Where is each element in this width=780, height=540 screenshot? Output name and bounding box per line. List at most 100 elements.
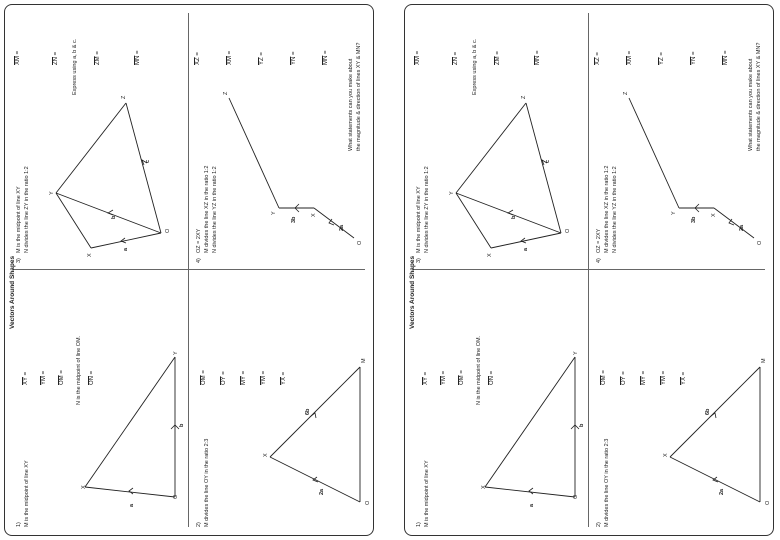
q3-line-2: N divides the line ZY in the ratio 1:2 [24,166,30,253]
q1-note: N is the midpoint of line OM. [476,335,482,405]
q4-row-5: MN = [323,50,329,65]
point-o: O [165,228,171,233]
arrow-a-icon [528,487,534,495]
q4-row-4: YN = [291,51,297,65]
arrow-2a-icon [328,218,335,226]
label-a: a [129,503,135,507]
q4-row-1: XZ = [595,52,601,65]
point-x: X [487,253,493,257]
point-m: M [361,358,367,363]
q4-row-1: XZ = [195,52,201,65]
worksheet-content: Vectors Around Shapes 1) M is the midpoi… [5,5,373,535]
q1-row-2: YM = [441,370,447,385]
label-2a: 2a [739,224,745,231]
label-b: b [579,423,585,427]
horizontal-divider [588,13,589,527]
q1-row-1: XY = [23,371,29,385]
q3-quadrilateral-diagram [455,102,562,249]
q2-triangle-diagram [269,366,361,503]
q4-line-3: N divides the line YZ in the ratio 1:2 [212,166,218,253]
label-3b: 3b [291,216,297,223]
q2-row-4: YM = [661,370,667,385]
edge-xy [84,356,176,488]
point-y: Y [173,351,179,355]
q2-row-3: MY = [641,370,647,385]
q4-line-3: N divides the line YZ in the ratio 1:2 [612,166,618,253]
point-x: X [311,213,317,217]
point-z: Z [623,91,629,95]
q3-express: Express using a, b & c. [472,38,478,95]
q4-number: 4) [196,258,202,263]
q4-row-3: YZ = [259,52,265,65]
label-2a: 2a [319,488,325,495]
label-6b: 6b [705,408,711,415]
label-2a: 2a [339,224,345,231]
q3-row-2: ZN = [453,51,459,65]
q4-trapezium-diagram [228,97,355,239]
label-a: a [523,247,529,251]
q2-row-3: MY = [241,370,247,385]
point-z: Z [223,91,229,95]
point-x: X [481,485,487,489]
point-o: O [365,500,371,505]
label-b: b [111,215,117,219]
q4-line-2: M divides the line XZ in the ratio 1:2 [604,165,610,253]
q3-quadrilateral-diagram [55,102,162,249]
worksheet-title: Vectors Around Shapes [9,255,16,329]
q1-row-4: ON = [89,370,95,385]
q3-row-1: XM = [15,50,21,65]
point-y: Y [671,211,677,215]
q4-question-line-2: the magnitude & direction of lines XY & … [356,42,362,151]
arrow-b-icon [507,209,514,216]
q4-question-line-1: What statements can you make about [748,58,754,151]
label-c: c [545,159,551,163]
point-o: O [757,240,763,245]
q4-question-line-1: What statements can you make about [348,58,354,151]
q4-line-1: OZ = 2XY [196,228,202,253]
label-6b: 6b [305,408,311,415]
arrow-b-icon [570,424,580,430]
q3-row-4: MN = [535,50,541,65]
point-z: Z [121,95,127,99]
point-y: Y [573,351,579,355]
point-y: Y [449,191,455,195]
label-2a: 2a [719,488,725,495]
point-x: X [263,453,269,457]
q4-line-1: OZ = 2XY [596,228,602,253]
point-o: O [357,240,363,245]
q3-line-1: M is the midpoint of line XY [416,186,422,253]
q3-number: 3) [416,258,422,263]
q1-row-4: ON = [489,370,495,385]
q3-number: 3) [16,258,22,263]
q3-row-1: XM = [415,50,421,65]
q4-trapezium-diagram [628,97,755,239]
arrow-c-icon [141,159,148,166]
point-o: O [173,494,179,499]
label-b: b [179,423,185,427]
point-y: Y [271,211,277,215]
horizontal-divider [188,13,189,527]
q2-row-2: OY = [621,371,627,385]
q2-row-2: OY = [221,371,227,385]
label-c: c [145,159,151,163]
q1-row-1: XY = [423,371,429,385]
q2-row-5: YX = [681,371,687,385]
q4-row-4: YN = [691,51,697,65]
q4-row-2: XM = [627,50,633,65]
worksheet-content: Vectors Around Shapes 1) M is the midpoi… [405,5,773,535]
point-o: O [765,500,771,505]
q2-number: 2) [196,522,202,527]
q3-line-2: N divides the line ZY in the ratio 1:2 [424,166,430,253]
q3-row-4: MN = [135,50,141,65]
q2-number: 2) [596,522,602,527]
q3-express: Express using a, b & c. [72,38,78,95]
q1-triangle-diagram [484,356,580,498]
label-a: a [529,503,535,507]
point-y: Y [49,191,55,195]
label-a: a [123,247,129,251]
worksheet-page-left: Vectors Around Shapes 1) M is the midpoi… [4,4,374,536]
vertical-divider [413,269,765,270]
point-z: Z [521,95,527,99]
point-o: O [573,494,579,499]
q4-row-5: MN = [723,50,729,65]
